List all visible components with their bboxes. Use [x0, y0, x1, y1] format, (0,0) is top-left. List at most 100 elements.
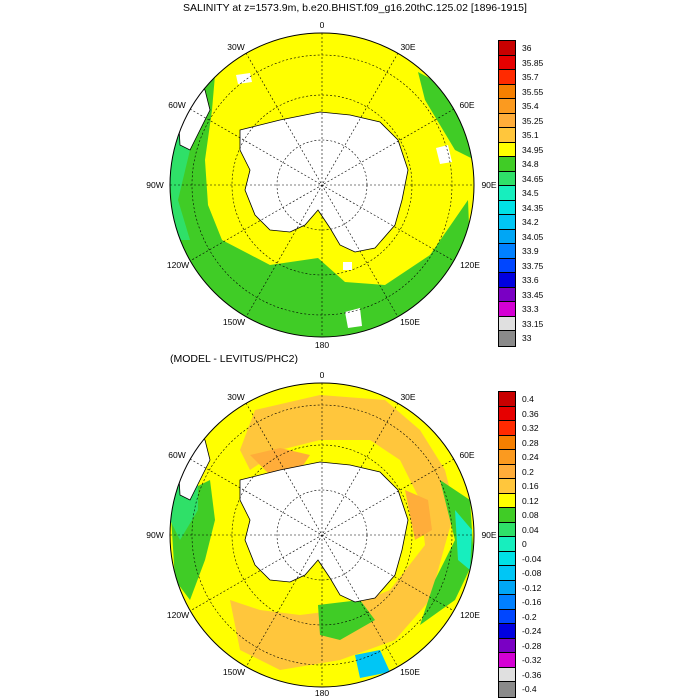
island-patch-1 [236, 73, 252, 84]
colorbar-swatch [499, 302, 515, 317]
colorbar-level-label: 0.32 [522, 423, 539, 434]
colorbar-level-label: 35.1 [522, 130, 539, 141]
colorbar-level-label: 35.55 [522, 86, 544, 97]
colorbar-level-label: 0.16 [522, 481, 539, 492]
colorbar-level-label: 33.6 [522, 275, 539, 286]
lon-label: 90W [146, 530, 164, 540]
salinity-field-green-ne [418, 72, 474, 160]
colorbar-swatch [499, 84, 515, 99]
colorbar-swatch [499, 215, 515, 230]
colorbar-level-label: 0.28 [522, 437, 539, 448]
lon-label: 150E [400, 667, 420, 677]
colorbar-level-label: 0.24 [522, 452, 539, 463]
colorbar-level-label: -0.24 [522, 626, 542, 637]
lon-label: 60E [459, 450, 475, 460]
island-patch-4 [345, 308, 362, 328]
colorbar-swatch [499, 55, 515, 70]
island-patch-3 [343, 262, 352, 270]
colorbar-level-label: 34.65 [522, 173, 544, 184]
colorbar-level-label: 34.2 [522, 217, 539, 228]
colorbar-swatch [499, 273, 515, 288]
colorbar-level-label: 33.45 [522, 289, 544, 300]
colorbar-swatch [499, 171, 515, 186]
lon-label: 0 [319, 370, 325, 380]
colorbar-swatch [499, 186, 515, 201]
lon-label: 150W [222, 317, 246, 327]
colorbar-level-label: 0.4 [522, 394, 534, 405]
salinity-colorbar-swatches [498, 40, 516, 347]
lon-label: 90E [481, 530, 497, 540]
difference-map-title: (MODEL - LEVITUS/PHC2) [170, 353, 298, 365]
map-graticule [170, 383, 474, 687]
colorbar-swatch [499, 464, 515, 479]
colorbar-level-label: 0.08 [522, 510, 539, 521]
map-boundary [169, 32, 475, 338]
colorbar-swatch [499, 200, 515, 215]
colorbar-level-label: 34.35 [522, 202, 544, 213]
salinity-map-title: SALINITY at z=1573.9m, b.e20.BHIST.f09_g… [183, 2, 527, 14]
lon-label: 120E [460, 260, 480, 270]
colorbar-swatch [499, 70, 515, 85]
colorbar-level-label: -0.2 [522, 611, 537, 622]
colorbar-swatch [499, 450, 515, 465]
colorbar-level-label: 35.85 [522, 57, 544, 68]
colorbar-level-label: 0.04 [522, 524, 539, 535]
salinity-field-green-band [170, 60, 470, 337]
difference-field-cyan-south [355, 650, 390, 678]
colorbar-level-label: -0.04 [522, 553, 542, 564]
colorbar-swatch [499, 406, 515, 421]
colorbar-level-label: -0.16 [522, 597, 542, 608]
colorbar-level-label: 0 [522, 539, 527, 550]
colorbar-level-label: 33.75 [522, 260, 544, 271]
lon-label: 30E [400, 42, 416, 52]
colorbar-level-label: 33.9 [522, 246, 539, 257]
colorbar-swatch [499, 41, 515, 56]
lon-label: 60W [168, 100, 186, 110]
colorbar-level-label: 34.05 [522, 231, 544, 242]
colorbar-level-label: 36 [522, 43, 532, 54]
colorbar-swatch [499, 493, 515, 508]
colorbar-swatch [499, 537, 515, 552]
lon-label: 0 [319, 20, 325, 30]
lon-label: 90E [481, 180, 497, 190]
colorbar-level-label: -0.28 [522, 640, 542, 651]
colorbar-level-label: 33.3 [522, 304, 539, 315]
colorbar-level-label: 35.4 [522, 101, 539, 112]
colorbar-level-label: 0.2 [522, 466, 534, 477]
colorbar-swatch [499, 128, 515, 143]
colorbar-level-label: 34.8 [522, 159, 539, 170]
colorbar-swatch [499, 595, 515, 610]
colorbar-swatch [499, 331, 515, 346]
difference-field-darker-orange-2 [405, 490, 432, 540]
colorbar-level-label: 34.5 [522, 188, 539, 199]
map-boundary [169, 382, 475, 688]
colorbar-level-label: 35.25 [522, 115, 544, 126]
island-patch-2 [436, 145, 452, 164]
colorbar-swatch [499, 113, 515, 128]
lon-label: 60E [459, 100, 475, 110]
colorbar-swatch [499, 244, 515, 259]
lon-label: 90W [146, 180, 164, 190]
colorbar-swatch [499, 667, 515, 682]
colorbar-swatch [499, 157, 515, 172]
difference-field-green-south [318, 600, 375, 640]
colorbar-swatch [499, 392, 515, 407]
colorbar-level-label: -0.32 [522, 655, 542, 666]
colorbar-level-label: 33 [522, 333, 532, 344]
lon-label: 150W [222, 667, 246, 677]
colorbar-level-label: -0.36 [522, 669, 542, 680]
colorbar-swatch [499, 638, 515, 653]
colorbar-level-label: 33.15 [522, 318, 544, 329]
lon-label: 30E [400, 392, 416, 402]
colorbar-swatch [499, 624, 515, 639]
lon-label: 180 [314, 340, 330, 350]
colorbar-swatch [499, 580, 515, 595]
colorbar-swatch [499, 142, 515, 157]
difference-colorbar-swatches [498, 391, 516, 698]
colorbar-swatch [499, 551, 515, 566]
colorbar-swatch [499, 316, 515, 331]
colorbar-level-label: 34.95 [522, 144, 544, 155]
lon-label: 120W [166, 260, 190, 270]
colorbar-swatch [499, 479, 515, 494]
